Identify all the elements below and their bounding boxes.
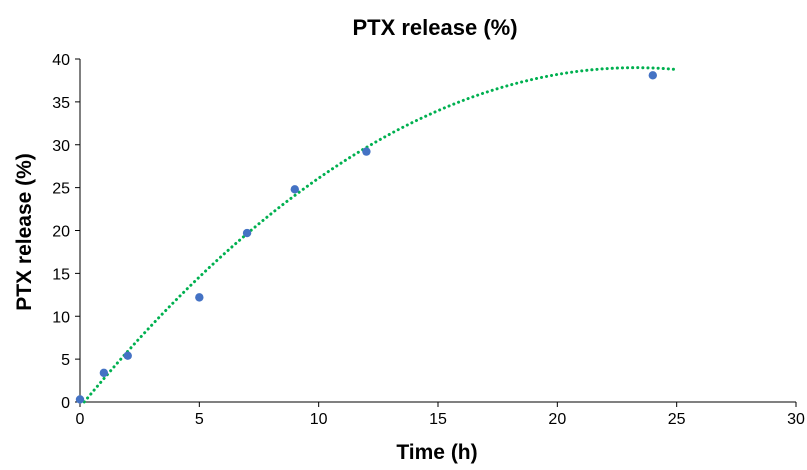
data-point xyxy=(362,147,371,156)
x-tick-label: 5 xyxy=(195,411,204,428)
y-tick-label: 10 xyxy=(52,309,70,326)
x-axis-title: Time (h) xyxy=(396,441,477,464)
data-point xyxy=(290,185,299,194)
data-point xyxy=(195,293,204,302)
y-tick-label: 20 xyxy=(52,224,70,241)
trendline xyxy=(82,66,678,404)
y-tick-label: 30 xyxy=(52,138,70,155)
data-point xyxy=(648,71,657,80)
data-point xyxy=(242,228,252,238)
data-point xyxy=(75,395,85,404)
x-tick-label: 0 xyxy=(76,411,85,428)
y-tick-label: 15 xyxy=(52,266,70,283)
x-tick-label: 20 xyxy=(548,411,566,428)
data-point xyxy=(123,351,132,360)
x-tick-label: 25 xyxy=(668,411,686,428)
y-tick-label: 0 xyxy=(61,395,70,412)
chart-title: PTX release (%) xyxy=(352,15,517,40)
x-tick-label: 30 xyxy=(787,411,805,428)
y-tick-label: 35 xyxy=(52,95,70,112)
y-tick-label: 25 xyxy=(52,181,70,198)
data-point xyxy=(99,368,109,378)
x-tick-label: 15 xyxy=(429,411,447,428)
y-axis-title: PTX release (%) xyxy=(13,153,36,311)
x-tick-label: 10 xyxy=(310,411,328,428)
y-tick-label: 5 xyxy=(61,352,70,369)
y-tick-label: 40 xyxy=(52,52,70,69)
